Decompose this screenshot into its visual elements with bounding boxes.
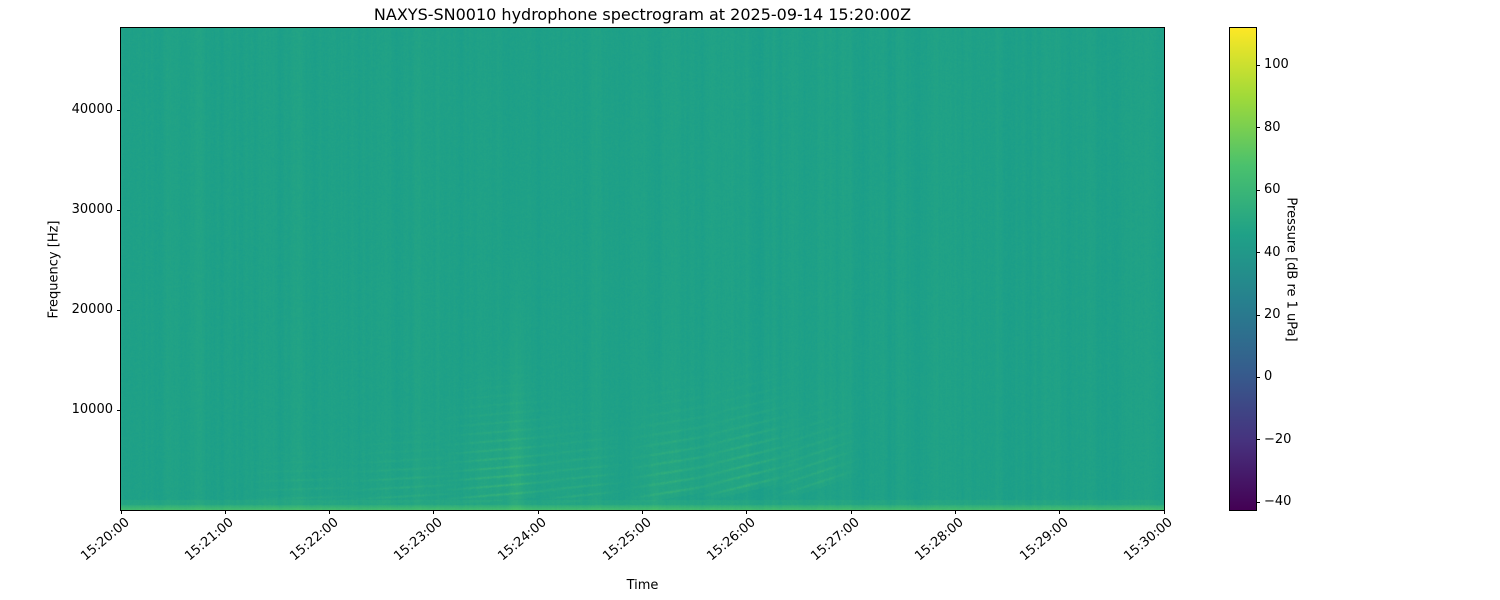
colorbar-tick-mark <box>1256 252 1260 254</box>
y-tick-mark <box>117 309 121 311</box>
x-tick-mark <box>746 510 748 514</box>
x-tick-mark <box>1163 510 1165 514</box>
x-tick-mark <box>642 510 643 514</box>
colorbar-tick-label: 20 <box>1264 307 1281 323</box>
y-tick-label: 20000 <box>71 302 113 317</box>
plot-area <box>120 27 1165 511</box>
colorbar-tick-mark <box>1256 501 1260 503</box>
y-tick-label: 30000 <box>71 202 113 217</box>
y-tick-mark <box>117 109 121 111</box>
y-tick-mark <box>117 209 121 211</box>
y-tick-label: 10000 <box>71 402 113 417</box>
chart-title: NAXYS-SN0010 hydrophone spectrogram at 2… <box>373 5 912 24</box>
colorbar-tick-mark <box>1256 189 1260 191</box>
colorbar-tick-mark <box>1256 376 1260 378</box>
colorbar-tick-label: 0 <box>1264 369 1273 385</box>
x-tick-mark <box>1059 510 1061 514</box>
colorbar <box>1229 27 1257 511</box>
colorbar-tick-mark <box>1256 127 1260 129</box>
colorbar-tick-mark <box>1256 439 1260 441</box>
colorbar-tick-label: 40 <box>1264 244 1281 260</box>
x-tick-mark <box>329 510 331 514</box>
x-tick-mark <box>224 510 226 514</box>
colorbar-tick-label: 80 <box>1264 119 1281 135</box>
x-axis-label: Time <box>626 578 659 593</box>
x-tick-mark <box>850 510 852 514</box>
colorbar-gradient <box>1230 28 1256 510</box>
x-tick-mark <box>537 510 539 514</box>
x-tick-mark <box>433 510 435 514</box>
spectrogram-canvas <box>121 28 1164 510</box>
colorbar-tick-mark <box>1256 64 1260 66</box>
colorbar-tick-label: −40 <box>1264 494 1292 510</box>
colorbar-tick-label: 100 <box>1264 57 1289 73</box>
y-tick-label: 40000 <box>71 102 113 117</box>
y-tick-mark <box>117 409 121 411</box>
colorbar-tick-label: 60 <box>1264 182 1281 198</box>
x-tick-mark <box>120 510 122 514</box>
colorbar-tick-mark <box>1256 314 1260 316</box>
x-tick-mark <box>954 510 956 514</box>
x-tick-label: 15:20:00 <box>78 515 133 565</box>
colorbar-label: Pressure [dB re 1 uPa] <box>1283 197 1299 342</box>
colorbar-tick-label: −20 <box>1264 431 1292 447</box>
y-axis-label: Frequency [Hz] <box>46 220 62 319</box>
